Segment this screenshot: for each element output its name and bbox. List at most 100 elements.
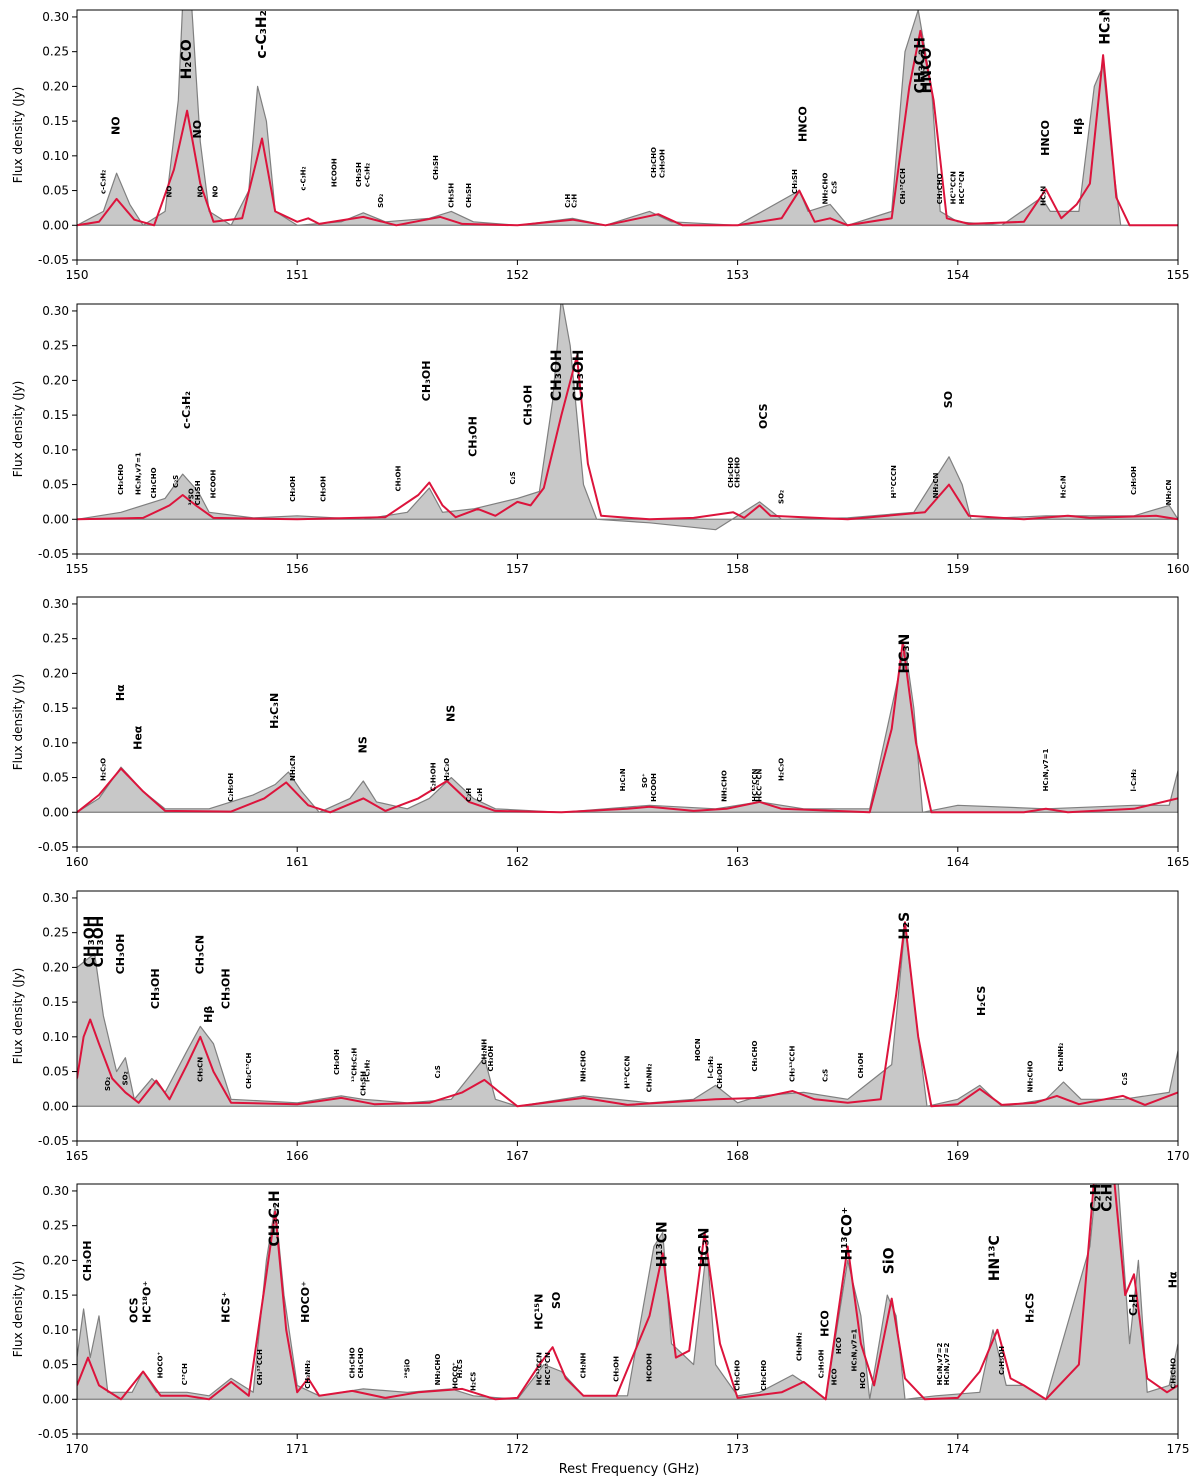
line-label: H₂C₃O (443, 758, 451, 781)
x-tick-label: 174 (946, 1442, 969, 1456)
axes-frame (76, 596, 1179, 848)
line-label: ¹³CH₃C₂H (350, 1048, 358, 1082)
line-label: HC¹⁸O⁺ (140, 1281, 153, 1323)
line-label: CH₃OH (716, 1063, 724, 1089)
line-label: Hα (1167, 1271, 1180, 1288)
line-label: CH₃SH (355, 162, 363, 187)
line-label: C₂S (1121, 1072, 1129, 1085)
line-label: CH₃CHO (727, 457, 735, 488)
line-label: CH₃OH (487, 1046, 495, 1072)
plot-area: H₂C₃O Hα Heα C₂H₅OH H₂C₃N NH₂CN NS C₂H₅OH H₂C₃O N… (77, 634, 1178, 814)
line-label: CH₃OH (857, 1052, 865, 1078)
line-label: ²⁹SiO (403, 1359, 411, 1379)
y-tick-label: 0.25 (42, 1219, 69, 1233)
line-label: SO₂ (377, 194, 385, 208)
line-label: HCOOH (210, 469, 218, 498)
y-tick-label: -0.05 (38, 840, 69, 854)
line-label: SO (942, 391, 955, 408)
line-label: c-C₃H₂ (254, 10, 270, 58)
line-label: CH₃OH (333, 1049, 341, 1075)
line-label: CH₃OH (613, 1356, 621, 1382)
line-label: CH₃¹³CCH (256, 1349, 264, 1385)
line-label: CH₃OH (420, 361, 433, 402)
line-label: SO₂ (121, 1071, 129, 1085)
line-label: NH₂CN (289, 755, 297, 781)
line-label: C₂S (831, 181, 839, 194)
y-tick-label: 0.15 (42, 408, 69, 422)
line-label: l-C₃H₂ (364, 1060, 372, 1082)
line-label: CH₃C¹³CH (245, 1052, 253, 1088)
model-spectrum (77, 355, 1178, 521)
y-tick-label: 0.20 (42, 1253, 69, 1267)
x-tick-label: 152 (506, 268, 529, 282)
line-label: CH₂NH (580, 1353, 588, 1379)
observed-spectrum (77, 10, 1178, 226)
y-axis-label: Flux density (Jy) (11, 87, 25, 184)
line-label: H₂C₃O (778, 758, 786, 781)
line-label: H¹³CN (655, 1221, 671, 1267)
x-tick-label: 150 (66, 268, 89, 282)
x-tick-label: 169 (946, 1149, 969, 1163)
line-label: NO (110, 116, 123, 135)
line-label: SiO (881, 1247, 897, 1274)
line-label: HC₃N (897, 634, 913, 674)
observed-spectrum (77, 645, 1178, 813)
y-tick-label: 0.30 (42, 10, 69, 24)
axes-frame (76, 890, 1179, 1142)
y-tick-label: 0.00 (42, 512, 69, 526)
line-label: C₂H (465, 788, 473, 802)
line-label: CH₃CHO (1170, 1358, 1178, 1389)
line-label: C₂H (564, 194, 572, 208)
line-label: CH₃OH (220, 968, 233, 1009)
line-label: c-C₃H₂ (364, 163, 372, 187)
line-label: H₂CO (179, 39, 195, 79)
line-label: CH₃OH (549, 349, 565, 401)
spectrum-panel-1: NO c-C₃H₂ NO H₂CO NO NO NO c-C₃H₂ c-C₃H₂ HCOOH CH₃… (11, 9, 1190, 282)
line-label: CH₃SH (791, 169, 799, 194)
y-axis-label: Flux density (Jy) (11, 1261, 25, 1358)
y-tick-label: 0.15 (42, 1288, 69, 1302)
line-label: HNCO (1039, 120, 1052, 156)
x-tick-label: 155 (1167, 268, 1190, 282)
x-tick-label: 155 (66, 562, 89, 576)
x-tick-label: 164 (946, 855, 969, 869)
line-label: C₂S (434, 1065, 442, 1078)
y-tick-label: 0.15 (42, 114, 69, 128)
y-tick-label: 0.20 (42, 373, 69, 387)
line-label: C₂S (509, 471, 517, 484)
model-spectrum (77, 641, 1178, 814)
line-label: CH₃SH (465, 183, 473, 208)
x-tick-label: 168 (726, 1149, 749, 1163)
line-label: CH₃C₂H (267, 1190, 283, 1246)
y-tick-label: 0.05 (42, 1358, 69, 1372)
line-label: CH₃OH (82, 916, 98, 968)
line-label: NO (212, 186, 220, 198)
line-label: H₂CS (1023, 1293, 1036, 1323)
line-label: H₂CS (456, 1359, 464, 1378)
line-label: CH₃NH₂ (645, 1064, 653, 1093)
y-tick-label: 0.25 (42, 926, 69, 940)
y-tick-label: 0.30 (42, 891, 69, 905)
y-tick-label: 0.15 (42, 701, 69, 715)
model-spectrum (77, 29, 1178, 227)
line-label: HN¹³C (987, 1235, 1003, 1281)
line-label: c-C₃H₂ (300, 166, 308, 190)
line-label: Heα (132, 725, 145, 750)
line-label: CH₃OH (395, 465, 403, 491)
line-label: CH₃SH (194, 480, 202, 505)
y-tick-label: 0.30 (42, 304, 69, 318)
line-label: CH₃SH (359, 1071, 367, 1096)
line-label: CH₃OH (571, 349, 587, 401)
line-label: CH₃CHO (734, 457, 742, 488)
y-tick-label: -0.05 (38, 1427, 69, 1441)
y-tick-label: 0.25 (42, 45, 69, 59)
y-tick-label: 0.10 (42, 149, 69, 163)
line-label: HC¹³CCN (751, 768, 759, 801)
line-label: Hα (114, 684, 127, 701)
y-tick-label: 0.20 (42, 960, 69, 974)
line-label: HC₃N,v7=2 (936, 1343, 944, 1386)
line-label: HCC¹³CN (958, 171, 966, 204)
